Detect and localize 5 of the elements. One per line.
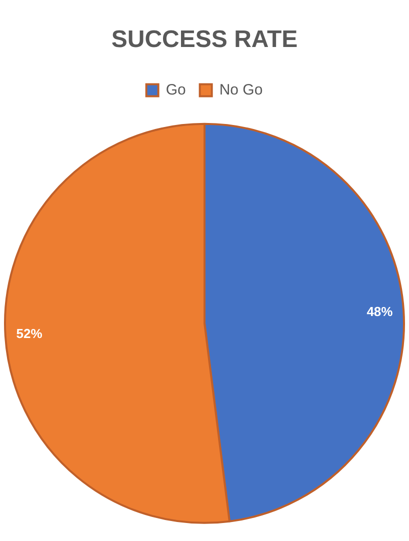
legend-label: No Go bbox=[219, 81, 263, 98]
legend-label: Go bbox=[166, 81, 186, 98]
chart-title: SUCCESS RATE bbox=[111, 26, 298, 54]
data-label: 52% bbox=[16, 326, 43, 341]
data-label: 48% bbox=[366, 304, 394, 319]
